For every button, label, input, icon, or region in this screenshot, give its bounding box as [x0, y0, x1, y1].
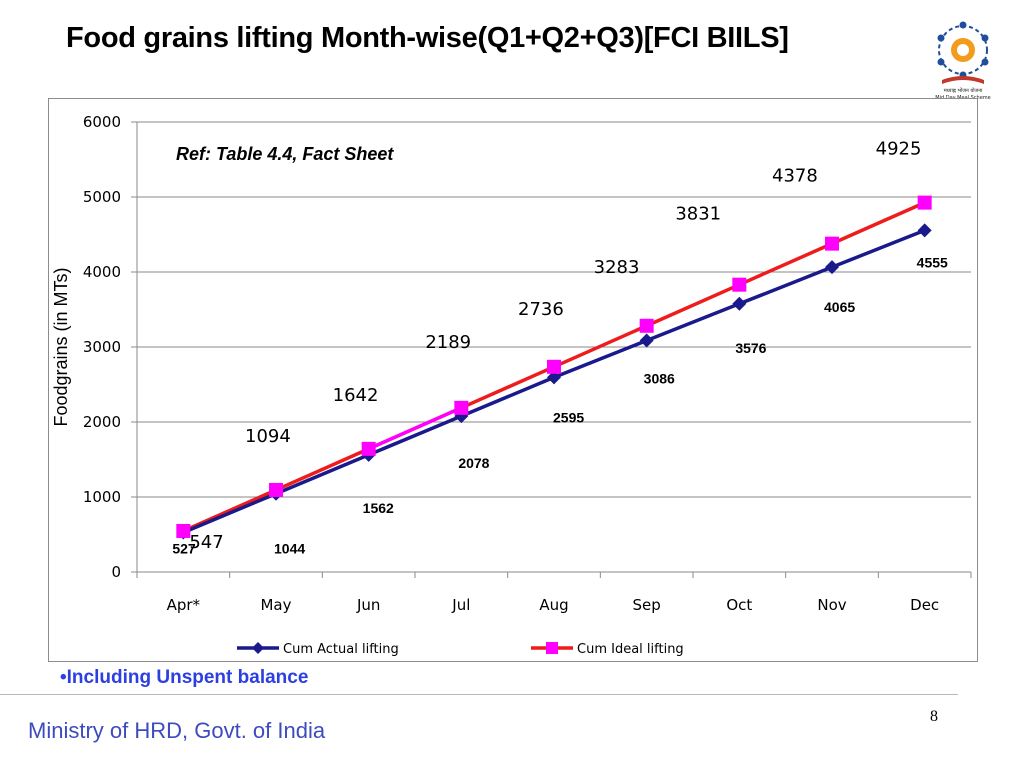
legend-label: Cum Ideal lifting	[577, 642, 684, 657]
point-ideal	[176, 523, 191, 538]
data-label-actual: 4555	[917, 254, 948, 270]
x-tick-label: Jul	[451, 596, 470, 614]
point-actual	[825, 260, 839, 275]
data-label-actual: 1044	[274, 541, 305, 557]
y-tick-label: 6000	[83, 113, 121, 131]
data-label-ideal: 3831	[675, 204, 721, 225]
line-chart: 0 1000 2000 3000 4000 5000 6000 Apr* May Jun Jul Au…	[51, 113, 972, 657]
x-tick-label: Dec	[910, 596, 939, 614]
slide-title: Food grains lifting Month-wise(Q1+Q2+Q3)…	[66, 22, 789, 54]
point-actual	[547, 370, 561, 385]
data-label-ideal: 4925	[876, 139, 922, 160]
x-tick-label: Aug	[539, 596, 568, 614]
point-ideal	[361, 441, 376, 456]
x-tick-label: Sep	[633, 596, 661, 614]
y-tick-label: 3000	[83, 338, 121, 356]
data-label-ideal: 3283	[594, 257, 640, 278]
x-tick-label: Apr*	[167, 596, 201, 614]
y-tick-label: 5000	[83, 188, 121, 206]
data-label-actual: 3086	[644, 371, 675, 387]
y-tick-label: 0	[111, 563, 121, 581]
data-label-ideal: 4378	[772, 166, 818, 187]
footnote: •Including Unspent balance	[60, 667, 309, 688]
svg-text:मध्याह्न भोजन योजना: मध्याह्न भोजन योजना	[944, 87, 983, 94]
point-ideal	[639, 318, 654, 333]
y-axis-title: Foodgrains (in MTs)	[51, 267, 71, 426]
legend-marker-actual	[252, 642, 264, 654]
x-tick-label: Nov	[817, 596, 846, 614]
y-tick-label: 4000	[83, 263, 121, 281]
legend-label: Cum Actual lifting	[283, 642, 399, 657]
chart-area: 0 1000 2000 3000 4000 5000 6000 Apr* May Jun Jul Au…	[48, 98, 978, 662]
data-label-actual: 2078	[458, 455, 489, 471]
legend-marker-ideal	[546, 642, 558, 654]
page-number: 8	[930, 708, 938, 725]
data-label-actual: 3576	[735, 340, 766, 356]
point-ideal	[825, 236, 839, 251]
x-tick-label: Jun	[356, 596, 380, 614]
x-tick-label: Oct	[726, 596, 752, 614]
data-label-ideal: 2736	[518, 299, 564, 320]
point-ideal	[917, 195, 932, 210]
series-line-ideal-segment	[367, 406, 463, 451]
point-actual	[732, 296, 747, 311]
point-actual	[917, 223, 932, 238]
data-label-ideal: 1642	[333, 385, 379, 406]
point-ideal	[547, 359, 561, 374]
point-ideal	[732, 277, 747, 292]
mdm-logo: मध्याह्न भोजन योजना Mid Day Meal Scheme	[935, 21, 991, 101]
data-label-ideal: 2189	[425, 332, 471, 353]
point-actual	[639, 333, 654, 348]
data-label-actual: 527	[172, 540, 196, 556]
footer-divider	[0, 694, 958, 695]
y-tick-label: 2000	[83, 413, 121, 431]
y-tick-label: 1000	[83, 488, 121, 506]
point-ideal	[454, 400, 469, 415]
data-label-actual: 4065	[824, 299, 855, 315]
chart-annotation: Ref: Table 4.4, Fact Sheet	[176, 144, 394, 164]
data-label-ideal: 1094	[245, 426, 291, 447]
x-tick-label: May	[260, 596, 291, 614]
point-ideal	[269, 482, 283, 497]
data-label-actual: 2595	[553, 409, 584, 425]
data-label-actual: 1562	[363, 500, 394, 516]
data-label-ideal: 547	[189, 532, 223, 553]
footer-ministry: Ministry of HRD, Govt. of India	[28, 718, 326, 743]
